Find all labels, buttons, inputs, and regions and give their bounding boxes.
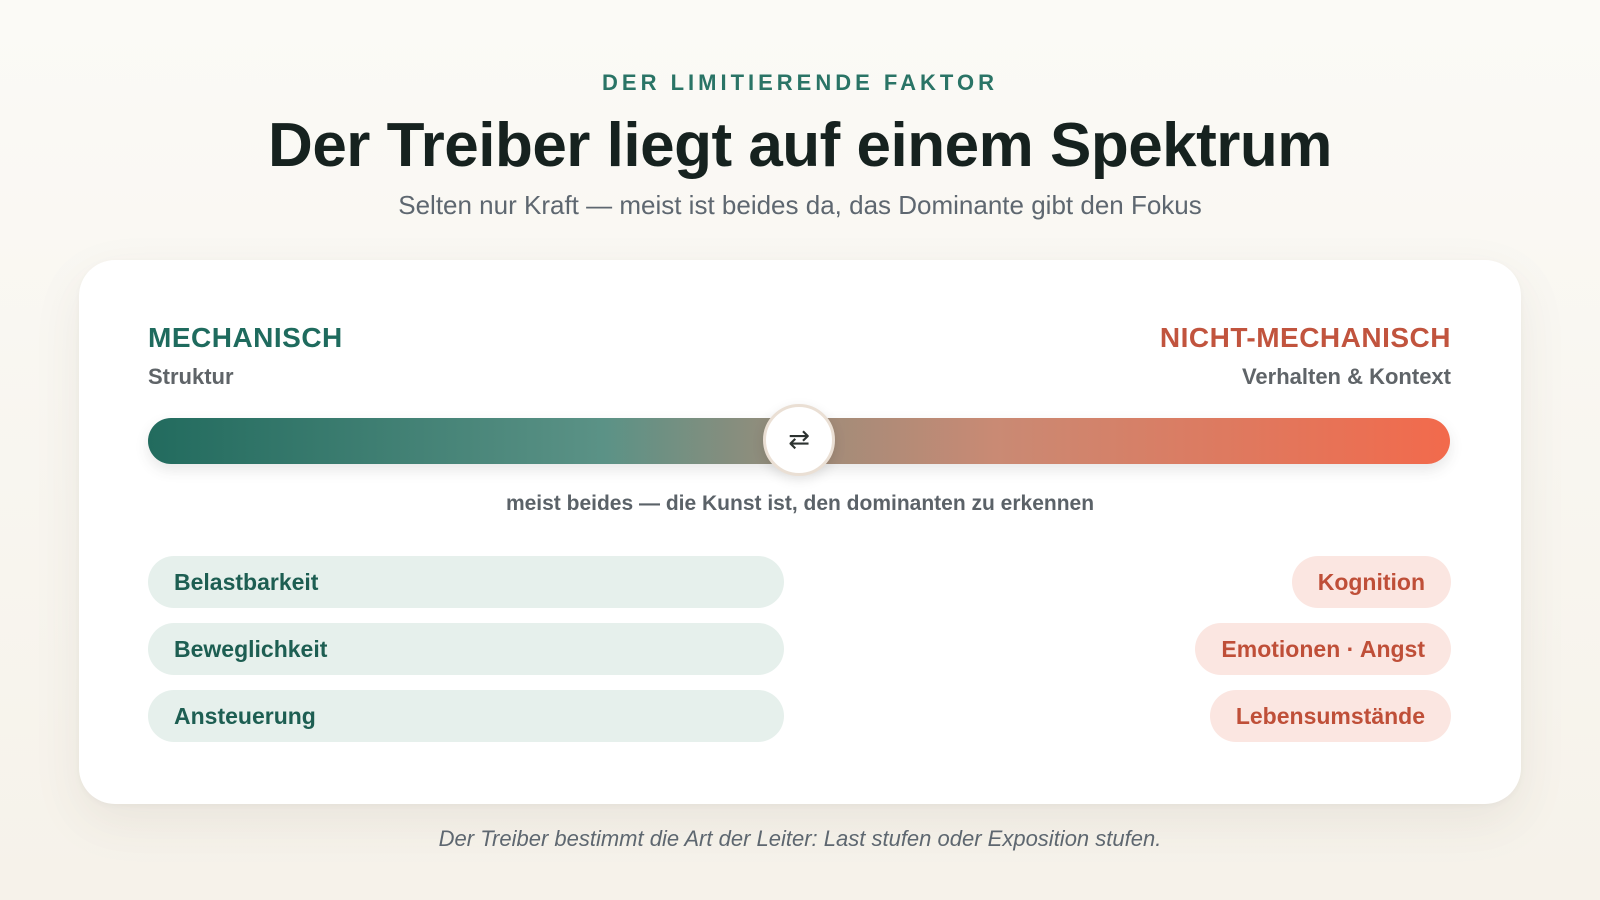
non-mechanical-factor-chip: Emotionen · Angst — [1195, 623, 1451, 675]
left-pole-subtitle: Struktur — [148, 364, 234, 389]
non-mechanical-factor-chip: Lebensumstände — [1209, 690, 1451, 742]
eyebrow-label: DER LIMITIERENDE FAKTOR — [602, 70, 998, 95]
mechanical-factor-chip: Beweglichkeit — [148, 623, 784, 675]
spectrum-caption: meist beides — die Kunst ist, den domina… — [505, 492, 1095, 515]
footer-note: Der Treiber bestimmt die Art der Leiter:… — [438, 826, 1162, 851]
spectrum-card: MECHANISCH Struktur NICHT-MECHANISCH Ver… — [79, 260, 1521, 804]
mechanical-factor-chip: Ansteuerung — [148, 690, 784, 742]
non-mechanical-factor-chip: Kognition — [1291, 556, 1451, 608]
swap-arrows-icon: ⇄ — [763, 404, 835, 476]
page-subtitle: Selten nur Kraft — meist ist beides da, … — [398, 190, 1202, 220]
right-pole-title: NICHT-MECHANISCH — [1159, 322, 1451, 353]
mechanical-factor-chip: Belastbarkeit — [148, 556, 784, 608]
right-pole-subtitle: Verhalten & Kontext — [1241, 364, 1451, 389]
left-pole-title: MECHANISCH — [148, 322, 343, 353]
non-mechanical-factor-list: Kognition Emotionen · Angst Lebensumstän… — [851, 556, 1451, 757]
mechanical-factor-list: Belastbarkeit Beweglichkeit Ansteuerung — [148, 556, 784, 757]
page-title: Der Treiber liegt auf einem Spektrum — [268, 111, 1332, 180]
